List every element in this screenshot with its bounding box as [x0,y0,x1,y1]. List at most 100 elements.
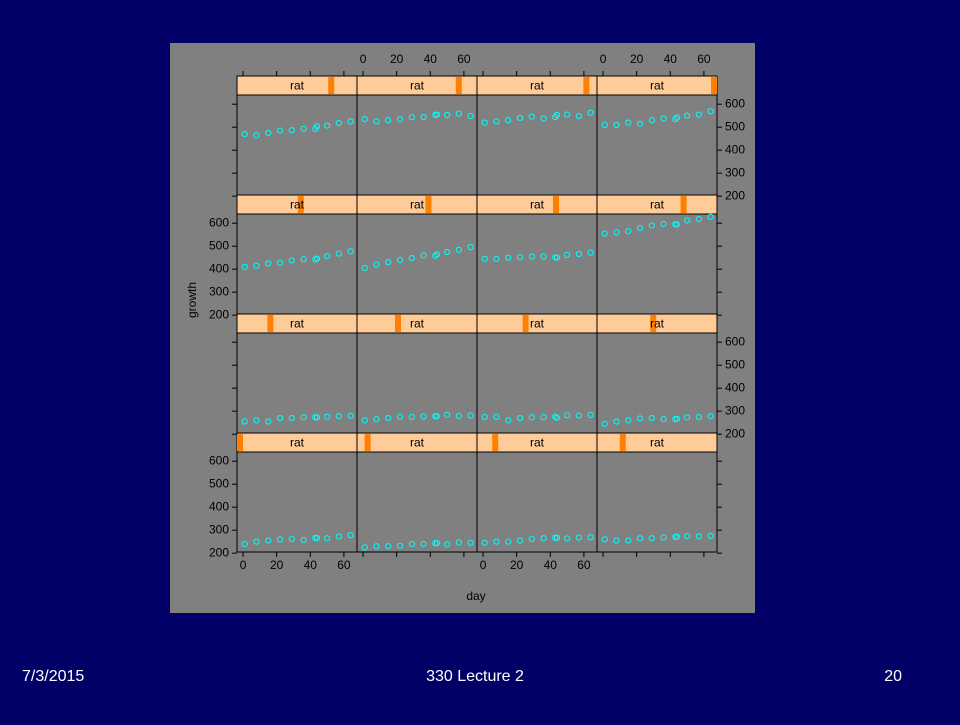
data-point [361,544,368,551]
data-point [575,534,582,541]
data-point [420,540,427,548]
data-point [347,248,354,255]
data-point [481,413,488,421]
footer-page: 20 [884,668,902,685]
strip-level [364,434,371,451]
data-point [636,535,644,542]
data-point [601,420,608,427]
data-point [288,535,295,542]
data-point [540,253,547,260]
x-tick-label: 60 [457,52,471,66]
data-point [241,130,248,138]
data-point [253,538,260,545]
footer-date: 7/3/2015 [22,668,84,685]
data-point [516,254,524,261]
data-point [575,412,582,419]
data-point [300,414,307,421]
data-point [493,538,500,545]
y-tick-label: 400 [209,261,229,275]
data-point [695,215,702,223]
strip-label: rat [650,317,665,331]
data-point [613,537,620,544]
data-point [467,539,474,546]
strip-label: rat [410,198,425,212]
data-point [505,117,512,124]
y-tick-label: 300 [209,522,229,536]
data-point [347,118,354,125]
data-point [408,255,415,262]
data-point [695,111,702,118]
data-point [323,413,331,420]
data-point [433,251,441,258]
data-point [540,535,547,542]
data-point [683,414,691,421]
data-point [467,113,474,120]
data-point [672,116,679,123]
data-point [648,117,655,124]
data-point [420,252,427,259]
data-point [396,116,404,123]
panel [356,332,478,434]
data-point [288,127,295,134]
data-point [323,253,331,260]
panel [236,451,358,553]
data-point [553,414,561,421]
strip-label: rat [650,79,665,93]
strip-level [680,196,687,213]
data-point [552,413,559,420]
strip-level [328,77,335,94]
panel [356,213,478,315]
data-point [528,113,535,120]
data-point [467,244,474,251]
data-point [433,413,441,420]
data-point [300,536,307,543]
data-point [420,113,427,121]
data-point [385,414,392,422]
data-point [420,413,427,420]
data-point [481,255,488,262]
data-point [493,118,500,125]
data-point [443,541,451,548]
data-point [385,117,392,124]
x-tick-label: 60 [697,52,711,66]
data-point [563,251,571,259]
y-tick-label: 300 [725,403,745,417]
data-point [505,417,512,424]
data-point [528,414,535,421]
x-tick-label: 60 [337,558,351,572]
data-point [313,255,321,262]
data-point [433,111,441,118]
y-tick-label: 500 [725,357,745,371]
y-tick-label: 500 [209,238,229,252]
data-point [323,535,331,542]
data-point [481,119,488,126]
data-point [601,121,608,128]
y-tick-label: 600 [209,453,229,467]
data-point [313,414,321,421]
data-point [625,417,632,424]
data-point [241,263,248,270]
data-point [587,109,594,116]
data-point [540,115,547,122]
x-tick-label: 0 [240,558,247,572]
data-point [673,114,681,121]
strip-label: rat [290,436,305,450]
data-point [335,413,342,420]
strip-level [619,434,626,451]
y-tick-label: 400 [725,380,745,394]
data-point [288,414,295,422]
x-tick-label: 40 [544,558,558,572]
data-point [553,111,561,119]
x-axis-label: day [466,589,485,603]
data-point [361,264,368,272]
data-point [540,414,547,421]
x-tick-label: 20 [270,558,284,572]
panel [476,213,598,315]
data-point [636,120,644,127]
data-point [625,228,632,235]
data-point [660,115,667,122]
panel [476,94,598,196]
data-point [361,116,368,123]
data-point [335,533,342,540]
data-point [347,532,354,539]
